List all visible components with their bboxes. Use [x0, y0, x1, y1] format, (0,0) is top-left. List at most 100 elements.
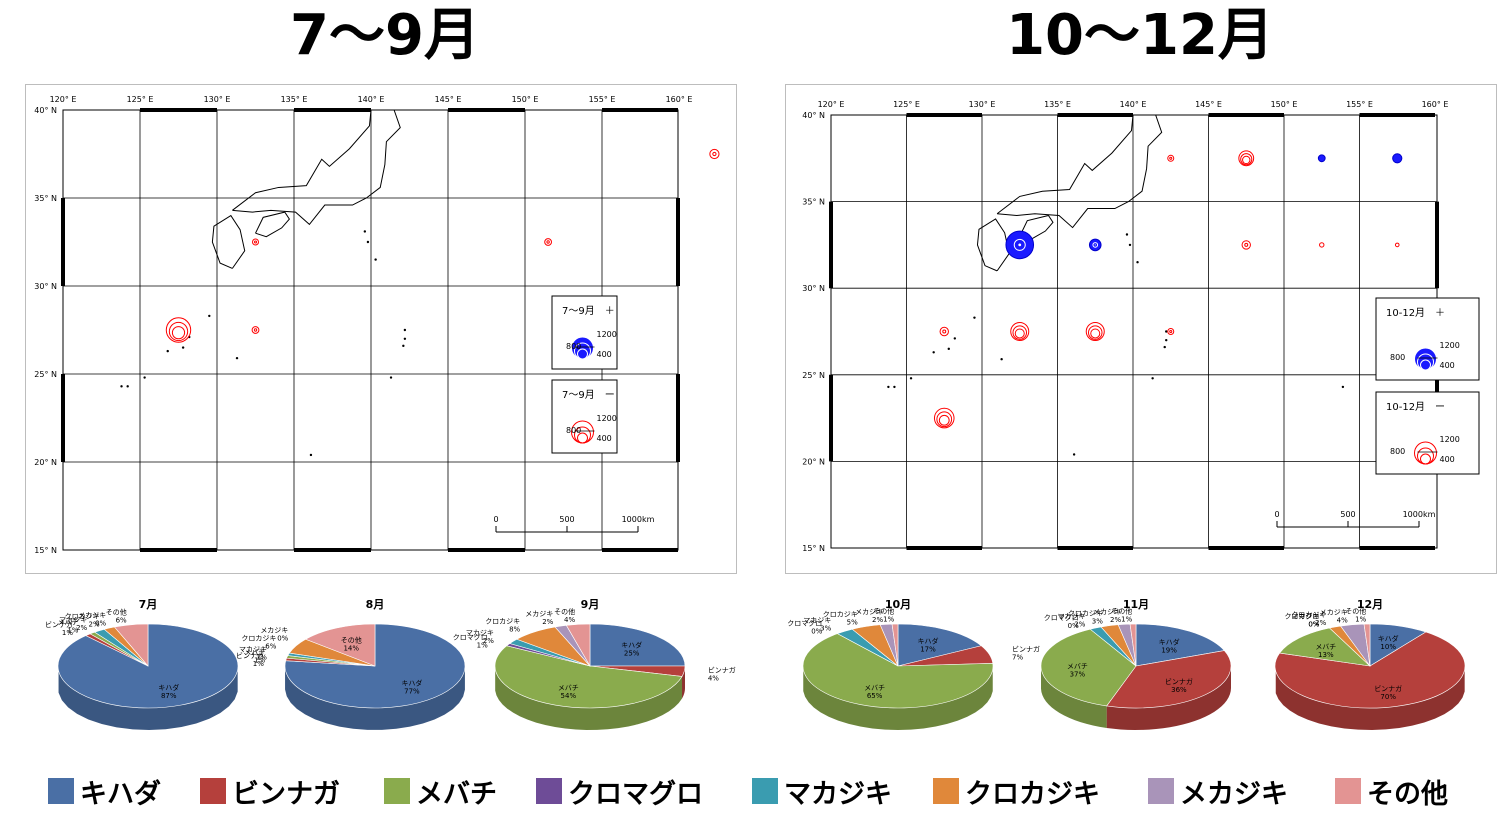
legend-label: メカジキ — [1180, 778, 1288, 810]
catch-marker-positive — [1317, 154, 1326, 163]
island — [1125, 233, 1129, 236]
map-oct-dec: 120° E 125° E 130° E 135° E 140° E 145° E 150°… — [785, 84, 1497, 574]
pie-slice-メバチ — [1040, 628, 1137, 707]
pie-slice-label: マカジキ — [466, 629, 494, 637]
scale-bar-label: 500 — [559, 515, 574, 524]
legend-positive-label-400: 400 — [597, 350, 612, 359]
legend-negative-label-1200: 1200 — [1440, 435, 1460, 444]
legend-item: クロカジキ — [933, 774, 1100, 810]
legend-negative-box — [1375, 391, 1480, 475]
island — [947, 347, 950, 351]
pie-slice-label: メカジキ — [1093, 608, 1121, 616]
lat-label: 25° N — [34, 370, 57, 379]
pie-slice-label: その他 — [554, 607, 575, 616]
pie-slice-label: ビンナガ — [1165, 677, 1193, 686]
pie-slice-percent: 10% — [1380, 643, 1396, 651]
lat-label: 20° N — [34, 458, 57, 467]
pie-slice-percent: 2% — [1315, 619, 1326, 627]
island — [120, 385, 123, 388]
pie-slice-label: マカジキ — [239, 645, 267, 653]
island — [403, 337, 407, 340]
legend-negative-label-400: 400 — [597, 434, 612, 443]
pie-slice-メバチ — [1279, 627, 1371, 667]
catch-marker-negative — [1319, 242, 1325, 248]
pie-slice-メバチ — [494, 645, 683, 709]
pie-slice-label: クロマグロ — [1044, 613, 1079, 622]
island — [235, 356, 239, 360]
pie-slice-percent: 4% — [708, 675, 719, 683]
island — [953, 337, 957, 340]
pie-side — [58, 669, 238, 730]
pie-slice-label: ビンナガ — [236, 651, 264, 660]
pie-slice-percent: 70% — [1380, 693, 1396, 701]
lon-label: 155° E — [589, 95, 616, 104]
pie-title: 11月 — [1123, 598, 1149, 611]
pie-slice-label: キハダ — [621, 641, 642, 650]
catch-marker-ring — [936, 411, 953, 428]
legend-swatch — [200, 778, 226, 804]
pie-slice-その他 — [113, 623, 149, 667]
pie-slice-percent: 2% — [872, 616, 883, 624]
lon-label: 140° E — [1120, 100, 1147, 109]
pie-slice-percent: 87% — [161, 692, 177, 700]
scale-bar-label: 0 — [1274, 510, 1279, 519]
catch-marker-ring — [1242, 155, 1251, 165]
island — [181, 346, 185, 349]
scale-bar-label: 500 — [1340, 510, 1355, 519]
pie-slice-label: メカジキ — [855, 608, 883, 616]
legend-positive-label-1200: 1200 — [1440, 341, 1460, 350]
island — [166, 349, 169, 353]
legend-item: メバチ — [384, 774, 497, 810]
lon-label: 120° E — [50, 95, 77, 104]
island — [1128, 243, 1132, 247]
pie-slice-percent: 0% — [1068, 622, 1079, 630]
legend-item: マカジキ — [752, 774, 892, 810]
lat-label: 30° N — [802, 284, 825, 293]
pie-slice-percent: 65% — [867, 692, 883, 700]
island — [973, 316, 976, 319]
pie-slice-キハダ — [589, 623, 686, 667]
pie-slice-percent: 7% — [1012, 653, 1023, 661]
pie-title: 9月 — [581, 598, 600, 611]
island — [1165, 338, 1168, 342]
island — [402, 344, 405, 348]
lat-label: 20° N — [802, 457, 825, 466]
catch-marker-ring — [1094, 244, 1096, 246]
pie-slice-label: クロカジキ — [485, 618, 520, 626]
pie-slice-percent: 4% — [564, 616, 575, 624]
map-canvas: 120° E 125° E 130° E 135° E 140° E 145° E 150°… — [34, 95, 720, 555]
catch-marker-negative — [1167, 154, 1175, 162]
pie-slice-キハダ — [897, 623, 982, 667]
lon-label: 150° E — [512, 95, 539, 104]
pie-slice-ビンナガ — [1106, 650, 1232, 709]
pie-slice-percent: 1% — [1355, 616, 1366, 624]
lon-label: 160° E — [666, 95, 693, 104]
lon-label: 130° E — [204, 95, 231, 104]
pie-side — [1041, 666, 1107, 728]
pie-slice-percent: 5% — [847, 619, 858, 627]
catch-marker-negative — [933, 407, 955, 429]
pie-slice-label: メカジキ — [525, 610, 553, 618]
legend-negative-label-400: 400 — [1440, 455, 1455, 464]
legend-swatch — [933, 778, 959, 804]
pie-slice-percent: 1% — [477, 641, 488, 649]
pie-slice-label: その他 — [106, 607, 127, 616]
pie-slice-label: クロマグロ — [453, 632, 488, 641]
lon-label: 135° E — [281, 95, 308, 104]
scale-bar-label: 0 — [493, 515, 498, 524]
pie-slice-percent: 4% — [1337, 616, 1348, 624]
catch-marker-ring — [1169, 329, 1173, 334]
pie-slice-その他 — [1363, 623, 1371, 667]
legend-swatch — [1335, 778, 1361, 804]
pie-slice-label: マカジキ — [59, 616, 87, 624]
catch-marker-ring — [1090, 328, 1101, 339]
catch-marker-ring — [253, 240, 258, 244]
legend-item: キハダ — [48, 774, 161, 810]
pie-slice-label: ビンナガ — [45, 620, 73, 629]
island — [1072, 453, 1076, 456]
legend-label: マカジキ — [784, 778, 892, 810]
catch-marker-ring — [1012, 325, 1027, 340]
island — [403, 328, 407, 332]
catch-marker-ring — [1169, 156, 1173, 160]
